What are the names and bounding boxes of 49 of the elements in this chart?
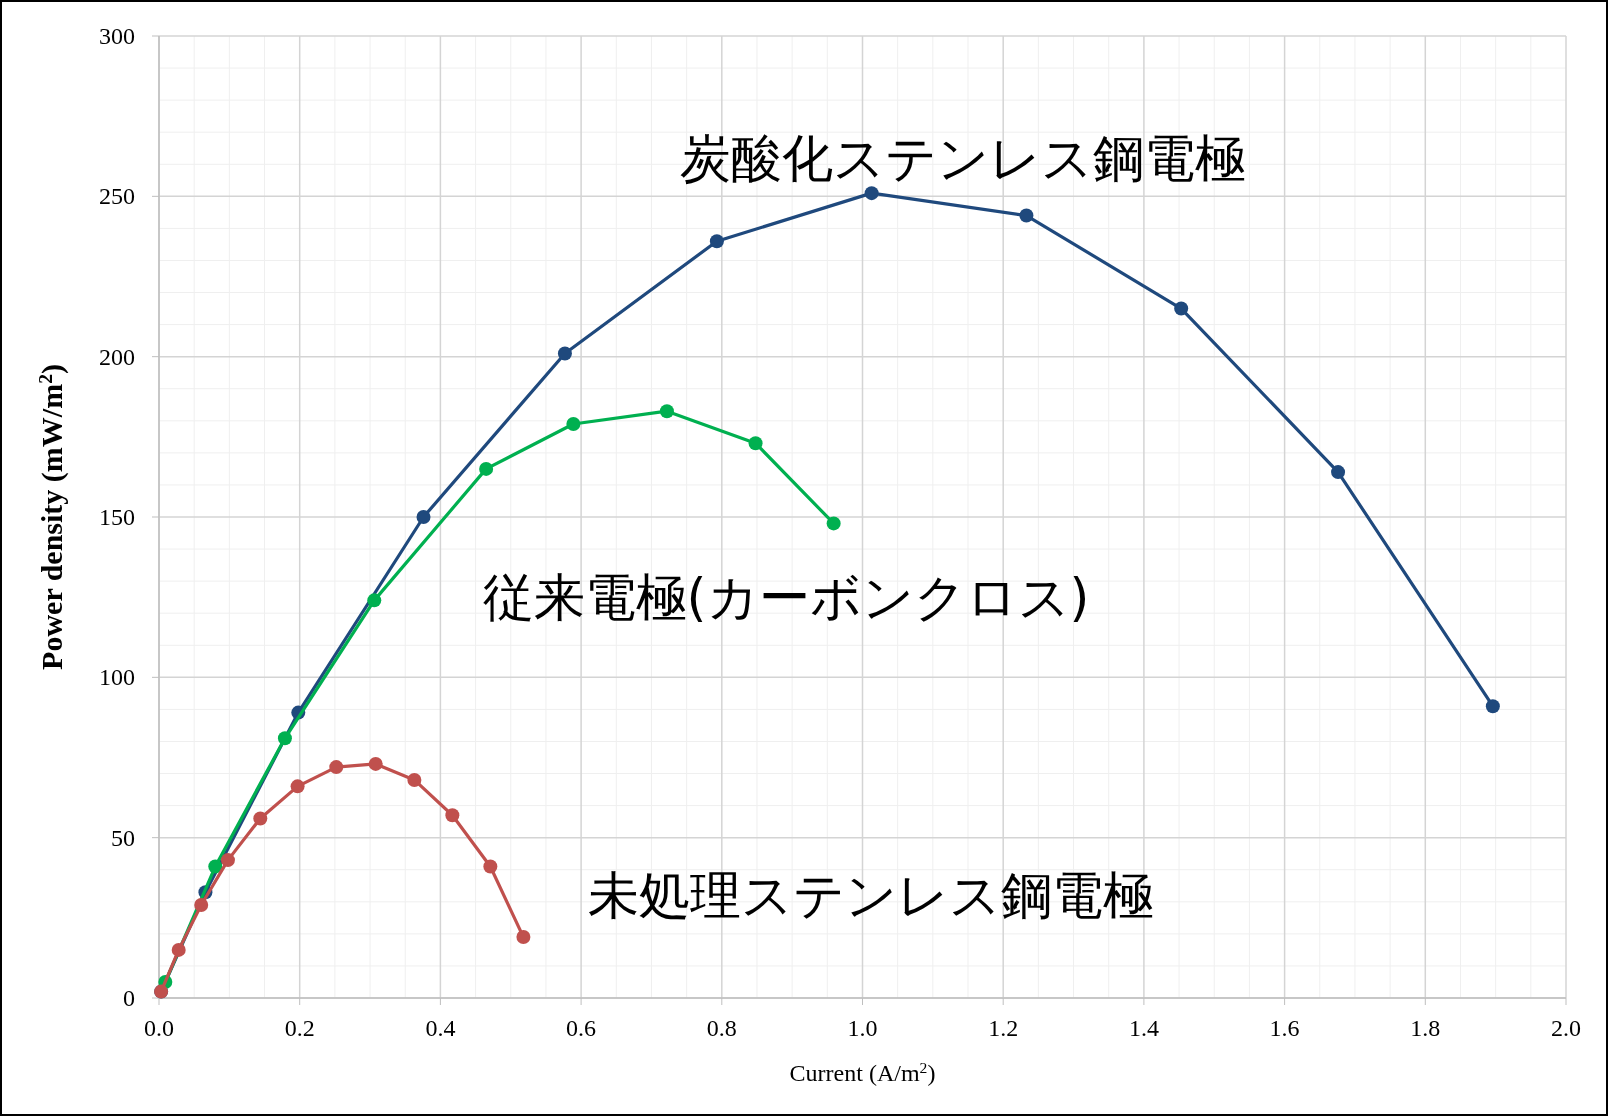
point	[416, 510, 431, 524]
point	[1331, 465, 1346, 480]
point	[367, 593, 382, 608]
point	[1485, 699, 1500, 714]
x-tick-label: 1.8	[1410, 1015, 1441, 1041]
series-label: 未処理ステンレス鋼電極	[588, 866, 1155, 926]
series-label: 従来電極(カーボンクロス)	[482, 568, 1090, 628]
point	[479, 461, 494, 476]
y-tick-label: 250	[99, 183, 135, 210]
y-tick-label: 0	[123, 985, 135, 1011]
point	[1019, 208, 1034, 223]
y-tick-label: 100	[99, 664, 135, 691]
x-tick-label: 1.6	[1269, 1015, 1300, 1041]
point	[407, 772, 422, 787]
y-tick-label: 50	[111, 824, 135, 851]
x-axis-title: Current (A/m$^{2}$)	[789, 1058, 936, 1086]
point	[557, 346, 572, 361]
x-tick-label: 0.6	[566, 1015, 597, 1041]
point	[483, 859, 498, 874]
point	[748, 436, 763, 451]
point	[277, 731, 292, 746]
point	[826, 516, 841, 531]
point	[709, 234, 724, 249]
x-tick-label: 1.2	[988, 1015, 1019, 1041]
y-tick-label: 200	[99, 343, 135, 370]
point	[1174, 301, 1189, 316]
point	[516, 930, 531, 945]
point	[253, 811, 268, 826]
point	[659, 404, 674, 419]
series-label: 炭酸化ステンレス鋼電極	[679, 128, 1246, 188]
point	[566, 417, 581, 432]
point	[290, 779, 305, 794]
y-tick-label: 150	[99, 504, 135, 530]
x-tick-label: 0.8	[706, 1015, 737, 1041]
point	[208, 859, 223, 874]
x-tick-label: 1.4	[1128, 1015, 1159, 1041]
point	[194, 898, 209, 913]
y-tick-label: 300	[99, 23, 135, 49]
x-tick-label: 0.4	[425, 1015, 456, 1041]
point	[445, 808, 460, 823]
x-tick-label: 1.0	[847, 1015, 878, 1041]
x-tick-label: 0.0	[144, 1015, 174, 1041]
point	[864, 186, 879, 201]
point	[368, 756, 383, 771]
x-tick-label: 2.0	[1551, 1015, 1581, 1041]
point	[329, 760, 344, 775]
x-tick-label: 0.2	[284, 1015, 315, 1041]
point	[220, 853, 235, 868]
point	[171, 942, 186, 957]
